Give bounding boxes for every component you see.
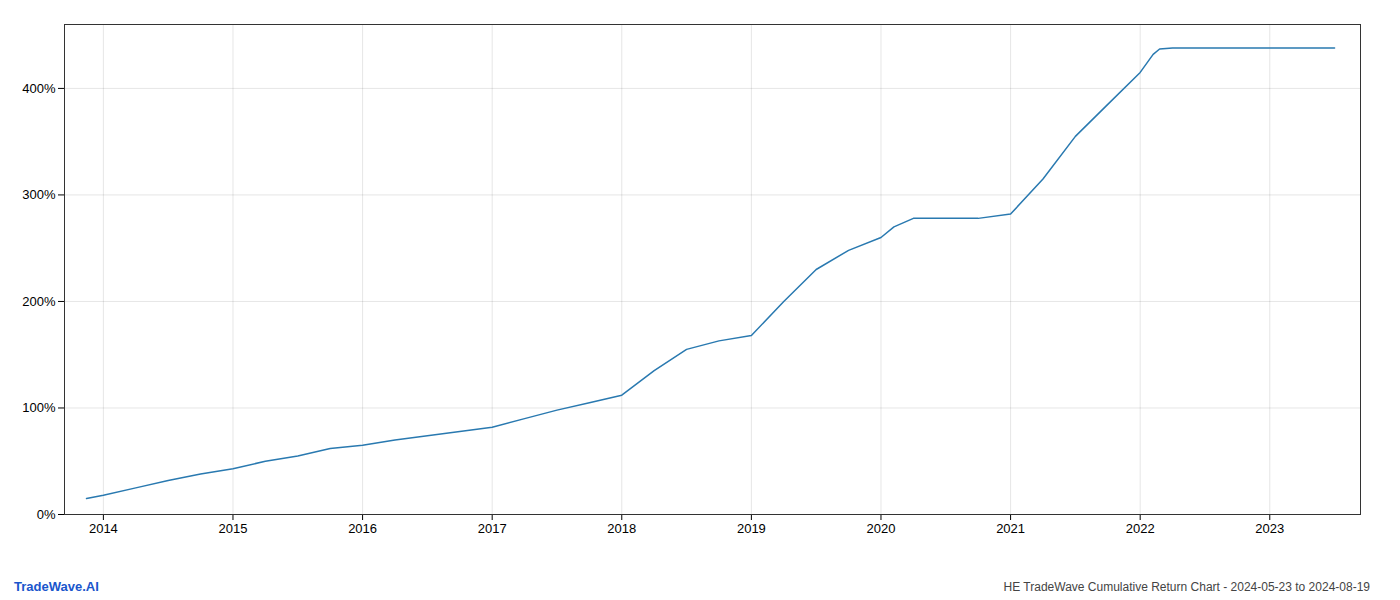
svg-text:2014: 2014 [89, 521, 118, 536]
html-text:HE TradeWave Cumulative Return: HE TradeWave Cumulative Return Chart - 2… [1003, 580, 1370, 594]
svg-text:2021: 2021 [996, 521, 1025, 536]
svg-text:100%: 100% [22, 400, 56, 415]
svg-text:2018: 2018 [607, 521, 636, 536]
svg-text:2016: 2016 [348, 521, 377, 536]
svg-text:2022: 2022 [1126, 521, 1155, 536]
svg-text:300%: 300% [22, 187, 56, 202]
svg-text:2015: 2015 [219, 521, 248, 536]
svg-text:2017: 2017 [478, 521, 507, 536]
svg-text:400%: 400% [22, 81, 56, 96]
svg-text:2020: 2020 [867, 521, 896, 536]
svg-text:2023: 2023 [1255, 521, 1284, 536]
svg-text:200%: 200% [22, 294, 56, 309]
html-text:TradeWave.AI: TradeWave.AI [14, 579, 99, 594]
svg-text:2019: 2019 [737, 521, 766, 536]
svg-text:0%: 0% [37, 507, 56, 522]
